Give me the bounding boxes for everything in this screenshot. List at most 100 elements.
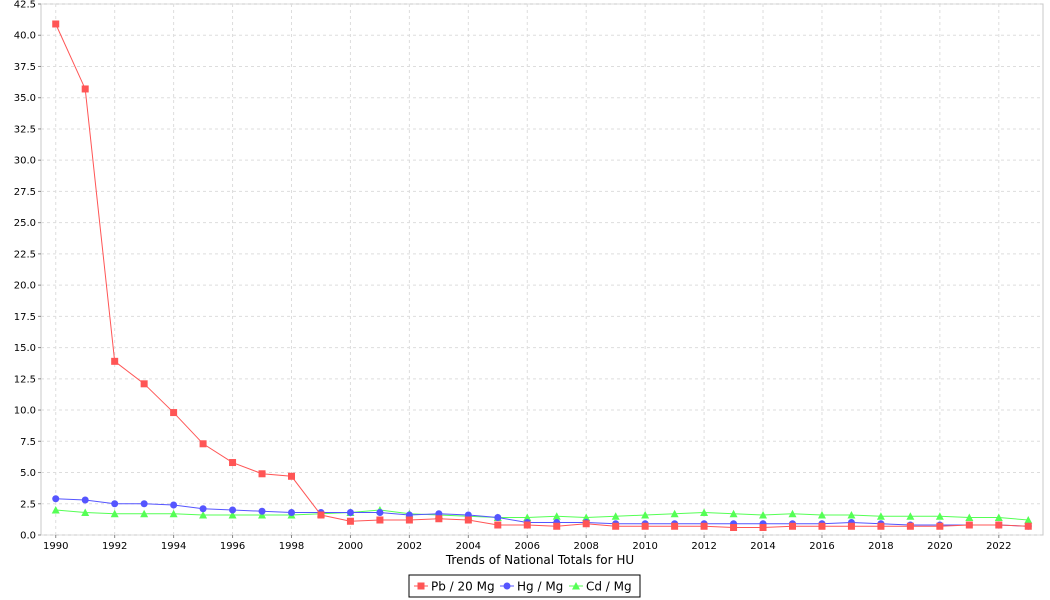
data-point-pb <box>582 520 590 528</box>
series-layer <box>51 20 1033 532</box>
data-point-cd <box>199 511 208 519</box>
y-tick-label: 37.5 <box>14 62 36 73</box>
y-tick-label: 27.5 <box>14 187 36 198</box>
y-tick-label: 30.0 <box>14 156 36 167</box>
data-point-pb <box>995 521 1003 529</box>
data-point-pb <box>140 380 148 388</box>
x-tick-label: 2020 <box>927 541 952 552</box>
data-point-pb <box>199 440 207 448</box>
legend-marker-pb <box>417 582 425 590</box>
y-tick-label: 0.0 <box>20 531 36 542</box>
series-line-cd <box>55 509 1029 521</box>
x-tick-label: 2004 <box>456 541 481 552</box>
series-cd <box>51 506 1033 524</box>
y-tick-label: 40.0 <box>14 31 36 42</box>
x-tick-label: 2014 <box>750 541 775 552</box>
data-point-hg <box>81 496 89 504</box>
data-point-cd <box>817 511 826 519</box>
data-point-cd <box>788 509 797 518</box>
data-point-pb <box>936 522 944 530</box>
series-line-hg <box>55 498 1029 527</box>
data-point-pb <box>170 409 178 417</box>
legend: Pb / 20 Mg Hg / Mg Cd / Mg <box>408 574 641 598</box>
y-tick-label: 10.0 <box>14 406 36 417</box>
data-point-cd <box>169 509 178 518</box>
legend-marker-cd <box>572 582 580 590</box>
data-point-hg <box>140 500 148 508</box>
data-point-hg <box>288 509 295 517</box>
data-point-cd <box>759 511 768 519</box>
data-point-pb <box>111 357 119 365</box>
plot-area <box>40 3 1044 536</box>
y-axis: 0.0 2.5 5.0 7.5 10.0 12.5 15.0 17.5 20.0 22.5 25.0… <box>14 0 41 542</box>
data-point-pb <box>317 511 325 519</box>
y-tick-label: 5.0 <box>20 468 36 479</box>
series-line-pb <box>55 23 1029 529</box>
x-tick-label: 2010 <box>632 541 657 552</box>
data-point-pb <box>847 522 855 530</box>
data-point-pb <box>553 522 561 530</box>
legend-label-pb: Pb / 20 Mg <box>431 580 495 594</box>
data-point-cd <box>670 509 679 518</box>
y-tick-label: 12.5 <box>14 374 36 385</box>
data-point-hg <box>258 507 266 515</box>
data-point-hg <box>170 501 178 509</box>
legend-label-hg: Hg / Mg <box>517 580 563 594</box>
x-tick-label: 1992 <box>102 541 127 552</box>
x-tick-label: 1996 <box>220 541 245 552</box>
x-axis-title: Trends of National Totals for HU <box>445 553 634 567</box>
data-point-pb <box>405 516 413 524</box>
x-tick-label: 2022 <box>986 541 1011 552</box>
data-point-hg <box>111 500 119 508</box>
data-point-pb <box>464 516 472 524</box>
y-tick-label: 7.5 <box>20 437 36 448</box>
data-point-pb <box>435 515 443 523</box>
legend-box <box>408 574 641 598</box>
data-point-cd <box>51 506 60 514</box>
data-point-cd <box>965 513 974 522</box>
data-point-cd <box>611 512 620 520</box>
data-point-pb <box>288 472 295 480</box>
x-tick-label: 2006 <box>515 541 540 552</box>
data-point-hg <box>199 505 207 513</box>
data-point-hg <box>494 514 502 522</box>
y-tick-label: 17.5 <box>14 312 36 323</box>
legend-item-hg: Hg / Mg <box>500 580 563 594</box>
legend-item-pb: Pb / 20 Mg <box>414 580 495 594</box>
grid-lines <box>41 3 1043 536</box>
y-tick-label: 22.5 <box>14 249 36 260</box>
data-point-pb <box>671 522 679 530</box>
data-point-hg <box>346 509 354 517</box>
data-point-cd <box>847 511 856 519</box>
data-point-cd <box>1024 516 1033 524</box>
data-point-cd <box>641 511 650 519</box>
data-point-cd <box>876 512 885 520</box>
data-point-cd <box>906 512 915 520</box>
data-point-cd <box>523 513 532 522</box>
data-point-pb <box>759 524 767 532</box>
legend-label-cd: Cd / Mg <box>586 580 632 594</box>
y-tick-label: 32.5 <box>14 124 36 135</box>
series-pb <box>52 20 1032 532</box>
y-tick-label: 2.5 <box>20 499 36 510</box>
data-point-pb <box>641 522 649 530</box>
x-tick-label: 2002 <box>397 541 422 552</box>
data-point-pb <box>818 522 826 530</box>
y-tick-label: 25.0 <box>14 218 36 229</box>
data-point-pb <box>494 521 502 529</box>
legend-marker-hg <box>503 582 511 590</box>
data-point-pb <box>906 522 914 530</box>
data-point-pb <box>965 521 973 529</box>
x-tick-label: 2000 <box>338 541 363 552</box>
x-tick-label: 2018 <box>868 541 893 552</box>
x-tick-label: 1998 <box>279 541 304 552</box>
data-point-pb <box>346 517 354 525</box>
data-point-cd <box>552 512 561 520</box>
data-point-cd <box>729 509 738 518</box>
data-point-hg <box>52 495 60 503</box>
y-tick-label: 35.0 <box>14 93 36 104</box>
data-point-pb <box>52 20 60 28</box>
x-tick-label: 1994 <box>161 541 186 552</box>
data-point-cd <box>81 508 90 517</box>
data-point-cd <box>994 513 1003 522</box>
